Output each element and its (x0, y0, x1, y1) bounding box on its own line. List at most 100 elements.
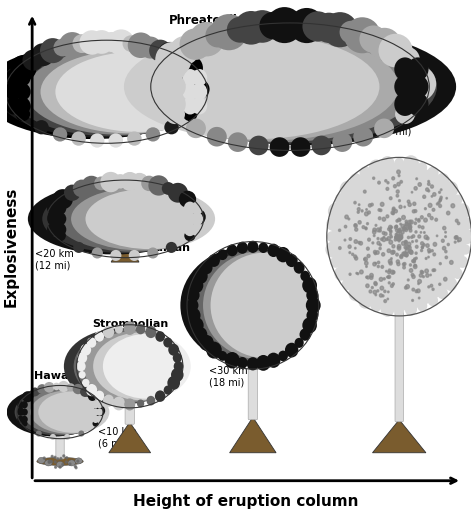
Ellipse shape (387, 249, 391, 252)
Ellipse shape (184, 212, 196, 226)
Ellipse shape (428, 286, 430, 288)
Ellipse shape (191, 201, 203, 215)
Ellipse shape (335, 193, 347, 207)
Ellipse shape (93, 333, 188, 400)
Ellipse shape (405, 247, 407, 249)
Ellipse shape (168, 183, 188, 203)
Ellipse shape (445, 231, 447, 233)
Ellipse shape (373, 290, 376, 294)
Ellipse shape (440, 196, 442, 198)
Ellipse shape (395, 235, 398, 238)
Ellipse shape (306, 297, 321, 314)
Ellipse shape (398, 247, 399, 248)
Ellipse shape (369, 159, 383, 175)
Ellipse shape (394, 226, 398, 229)
Ellipse shape (417, 289, 420, 292)
Ellipse shape (344, 17, 381, 53)
Ellipse shape (354, 240, 357, 243)
Ellipse shape (6, 69, 21, 86)
Ellipse shape (374, 252, 376, 254)
Ellipse shape (386, 238, 388, 241)
Ellipse shape (423, 244, 425, 246)
Ellipse shape (149, 40, 172, 62)
Ellipse shape (355, 256, 358, 260)
Ellipse shape (44, 382, 55, 393)
Ellipse shape (148, 175, 169, 196)
Ellipse shape (420, 232, 422, 233)
Ellipse shape (168, 344, 179, 356)
Ellipse shape (55, 466, 56, 468)
Ellipse shape (73, 384, 83, 394)
Ellipse shape (23, 390, 105, 435)
Ellipse shape (66, 457, 68, 459)
Ellipse shape (96, 416, 103, 423)
Ellipse shape (327, 217, 339, 231)
Ellipse shape (393, 47, 420, 72)
Ellipse shape (306, 288, 319, 302)
Ellipse shape (164, 386, 172, 395)
Ellipse shape (409, 224, 411, 226)
Ellipse shape (89, 123, 96, 130)
Ellipse shape (16, 107, 30, 121)
Ellipse shape (137, 31, 418, 142)
Ellipse shape (366, 247, 369, 250)
Ellipse shape (237, 242, 248, 254)
Ellipse shape (36, 430, 42, 436)
Ellipse shape (146, 127, 160, 141)
Ellipse shape (94, 176, 108, 190)
Ellipse shape (137, 399, 144, 408)
Ellipse shape (410, 220, 413, 224)
Ellipse shape (49, 460, 51, 462)
Ellipse shape (397, 245, 401, 248)
Ellipse shape (189, 208, 206, 226)
Ellipse shape (423, 195, 426, 198)
Ellipse shape (453, 268, 463, 279)
Polygon shape (373, 420, 426, 453)
Ellipse shape (418, 225, 420, 228)
Ellipse shape (289, 8, 325, 43)
Ellipse shape (94, 391, 104, 401)
Ellipse shape (115, 325, 123, 334)
Ellipse shape (258, 243, 268, 253)
Ellipse shape (77, 352, 87, 363)
Ellipse shape (21, 409, 28, 416)
Ellipse shape (364, 258, 367, 261)
Ellipse shape (365, 261, 368, 265)
Ellipse shape (408, 224, 410, 227)
Text: <55 km
(34 mi): <55 km (34 mi) (367, 266, 406, 287)
Ellipse shape (53, 189, 73, 209)
Ellipse shape (55, 51, 223, 132)
Ellipse shape (234, 11, 268, 45)
Ellipse shape (446, 197, 447, 199)
Ellipse shape (182, 97, 198, 115)
Ellipse shape (406, 227, 408, 230)
Ellipse shape (424, 208, 426, 210)
Ellipse shape (122, 232, 128, 239)
Ellipse shape (50, 434, 56, 440)
Ellipse shape (457, 256, 468, 268)
Ellipse shape (51, 461, 52, 463)
Ellipse shape (136, 324, 146, 334)
Ellipse shape (447, 211, 450, 215)
Ellipse shape (73, 242, 84, 253)
Ellipse shape (384, 290, 386, 292)
Ellipse shape (420, 249, 423, 251)
Ellipse shape (383, 236, 385, 238)
Ellipse shape (411, 273, 414, 277)
Ellipse shape (344, 239, 346, 241)
Ellipse shape (405, 303, 417, 316)
Text: <20 km
(12 mi): <20 km (12 mi) (35, 110, 73, 132)
Ellipse shape (11, 47, 211, 136)
Ellipse shape (412, 288, 415, 291)
Ellipse shape (396, 190, 399, 193)
Ellipse shape (129, 250, 140, 261)
Ellipse shape (367, 254, 370, 258)
Ellipse shape (379, 294, 383, 297)
Ellipse shape (377, 237, 379, 240)
Ellipse shape (284, 14, 307, 36)
Ellipse shape (382, 217, 386, 221)
Ellipse shape (17, 408, 24, 414)
Ellipse shape (427, 167, 438, 179)
Ellipse shape (180, 28, 211, 60)
Ellipse shape (408, 225, 412, 229)
